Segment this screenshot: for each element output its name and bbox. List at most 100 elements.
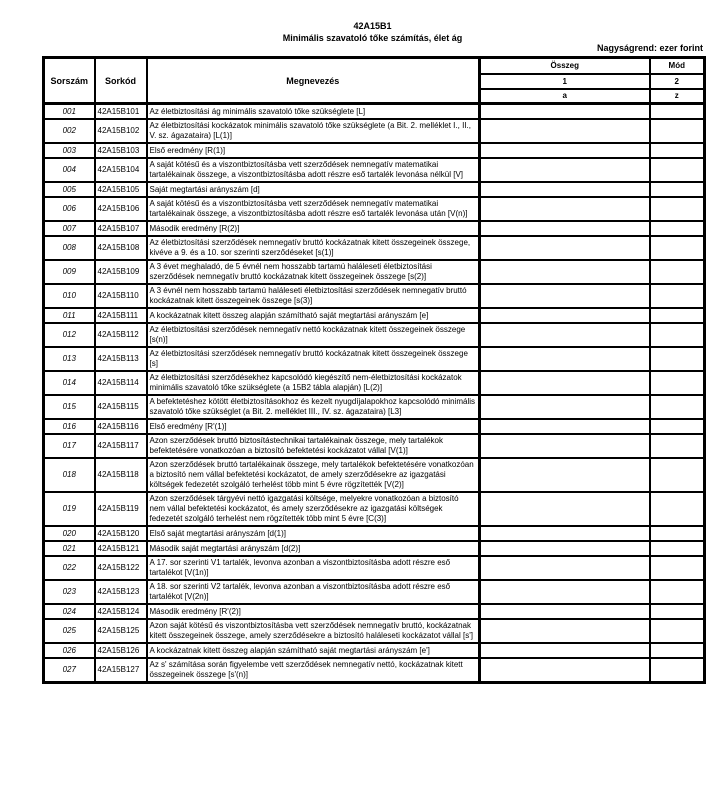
row-description-cell: A kockázatnak kitett összeg alapján szám…: [145, 307, 481, 324]
row-code-cell: 42A15B117: [93, 433, 147, 459]
row-code-cell: 42A15B115: [93, 394, 147, 420]
mod-value-cell: [648, 618, 706, 644]
table-row: 026 42A15B126 A kockázatnak kitett össze…: [42, 642, 706, 659]
table-row: 011 42A15B111 A kockázatnak kitett össze…: [42, 307, 706, 324]
amount-value-cell: [478, 540, 650, 557]
row-number-cell: 015: [42, 394, 95, 420]
amount-value-cell: [478, 457, 650, 493]
amount-value-cell: [478, 118, 650, 144]
mod-value-cell: [648, 346, 706, 372]
amount-value-cell: [478, 642, 650, 659]
table-row: 024 42A15B124 Második eredmény [R'(2)]: [42, 603, 706, 620]
row-code-cell: 42A15B114: [93, 370, 147, 396]
table-row: 002 42A15B102 Az életbiztosítási kockáza…: [42, 118, 706, 144]
row-number-cell: 006: [42, 196, 95, 222]
row-number-cell: 026: [42, 642, 95, 659]
mod-value-cell: [648, 220, 706, 237]
amount-value-cell: [478, 307, 650, 324]
mod-value-cell: [648, 235, 706, 261]
row-description-cell: A saját kötésű és a viszontbiztosításba …: [145, 157, 481, 183]
amount-value-cell: [478, 235, 650, 261]
row-description-cell: Azon szerződések bruttó biztosítástechni…: [145, 433, 481, 459]
amount-value-cell: [478, 220, 650, 237]
row-number-cell: 011: [42, 307, 95, 324]
row-description-cell: Az s' számítása során figyelembe vett sz…: [145, 657, 481, 684]
row-code-cell: 42A15B105: [93, 181, 147, 198]
row-description-cell: A 18. sor szerinti V2 tartalék, levonva …: [145, 579, 481, 605]
row-code-cell: 42A15B116: [93, 418, 147, 435]
column-letter-osszeg: a: [478, 88, 651, 105]
amount-value-cell: [478, 196, 650, 222]
mod-value-cell: [648, 491, 706, 527]
amount-value-cell: [478, 657, 650, 684]
row-description-cell: Első eredmény [R'(1)]: [145, 418, 481, 435]
table-row: 021 42A15B121 Második saját megtartási a…: [42, 540, 706, 557]
table-row: 019 42A15B119 Azon szerződések tárgyévi …: [42, 491, 706, 527]
row-code-cell: 42A15B102: [93, 118, 147, 144]
amount-value-cell: [478, 555, 650, 581]
amount-value-cell: [478, 491, 650, 527]
row-number-cell: 008: [42, 235, 95, 261]
row-number-cell: 010: [42, 283, 95, 309]
row-number-cell: 027: [42, 657, 95, 684]
row-description-cell: A 3 évnél nem hosszabb tartamú haláleset…: [145, 283, 481, 309]
row-number-cell: 021: [42, 540, 95, 557]
amount-value-cell: [478, 433, 650, 459]
form-code: 42A15B1: [353, 21, 392, 31]
row-description-cell: Azon saját kötésű és viszontbiztosításba…: [145, 618, 481, 644]
row-code-cell: 42A15B120: [93, 525, 147, 542]
amount-value-cell: [478, 102, 650, 120]
amount-value-cell: [478, 394, 650, 420]
amount-value-cell: [478, 283, 650, 309]
table-row: 004 42A15B104 A saját kötésű és a viszon…: [42, 157, 706, 183]
row-code-cell: 42A15B108: [93, 235, 147, 261]
table-row: 014 42A15B114 Az életbiztosítási szerződ…: [42, 370, 706, 396]
row-number-cell: 024: [42, 603, 95, 620]
mod-value-cell: [648, 118, 706, 144]
row-number-cell: 002: [42, 118, 95, 144]
scale-note: Nagyságrend: ezer forint: [596, 43, 703, 53]
row-description-cell: Második eredmény [R'(2)]: [145, 603, 481, 620]
row-number-cell: 013: [42, 346, 95, 372]
row-number-cell: 023: [42, 579, 95, 605]
table-row: 010 42A15B110 A 3 évnél nem hosszabb tar…: [42, 283, 706, 309]
column-header-megnevezes: Megnevezés: [145, 56, 481, 105]
row-description-cell: Az életbiztosítási ág minimális szavatol…: [145, 102, 481, 120]
row-number-cell: 022: [42, 555, 95, 581]
row-code-cell: 42A15B126: [93, 642, 147, 659]
row-description-cell: Első saját megtartási arányszám [d(1)]: [145, 525, 481, 542]
column-header-sorkod: Sorkód: [93, 56, 148, 105]
row-description-cell: Az életbiztosítási szerződések nemnegatí…: [145, 235, 481, 261]
mod-value-cell: [648, 525, 706, 542]
row-code-cell: 42A15B110: [93, 283, 147, 309]
row-number-cell: 001: [42, 102, 95, 120]
row-number-cell: 007: [42, 220, 95, 237]
mod-value-cell: [648, 370, 706, 396]
row-code-cell: 42A15B122: [93, 555, 147, 581]
row-number-cell: 003: [42, 142, 95, 159]
row-number-cell: 020: [42, 525, 95, 542]
table-row: 013 42A15B113 Az életbiztosítási szerződ…: [42, 346, 706, 372]
column-header-mod: Mód: [648, 56, 706, 75]
row-description-cell: Második eredmény [R(2)]: [145, 220, 481, 237]
row-description-cell: Az életbiztosítási szerződések nemnegatí…: [145, 322, 481, 348]
row-number-cell: 016: [42, 418, 95, 435]
form-header: 42A15B1 Minimális szavatoló tőke számítá…: [42, 20, 703, 44]
row-code-cell: 42A15B125: [93, 618, 147, 644]
row-number-cell: 019: [42, 491, 95, 527]
mod-value-cell: [648, 540, 706, 557]
mod-value-cell: [648, 433, 706, 459]
row-code-cell: 42A15B127: [93, 657, 147, 684]
table-body: 001 42A15B101 Az életbiztosítási ág mini…: [42, 102, 706, 684]
column-number-mod: 2: [648, 73, 706, 90]
column-number-osszeg: 1: [478, 73, 651, 90]
row-description-cell: Saját megtartási arányszám [d]: [145, 181, 481, 198]
table-row: 023 42A15B123 A 18. sor szerinti V2 tart…: [42, 579, 706, 605]
column-header-sorszam: Sorszám: [42, 56, 96, 105]
row-code-cell: 42A15B104: [93, 157, 147, 183]
amount-value-cell: [478, 618, 650, 644]
mod-value-cell: [648, 457, 706, 493]
table-row: 016 42A15B116 Első eredmény [R'(1)]: [42, 418, 706, 435]
mod-value-cell: [648, 307, 706, 324]
column-header-osszeg: Összeg: [478, 56, 651, 75]
